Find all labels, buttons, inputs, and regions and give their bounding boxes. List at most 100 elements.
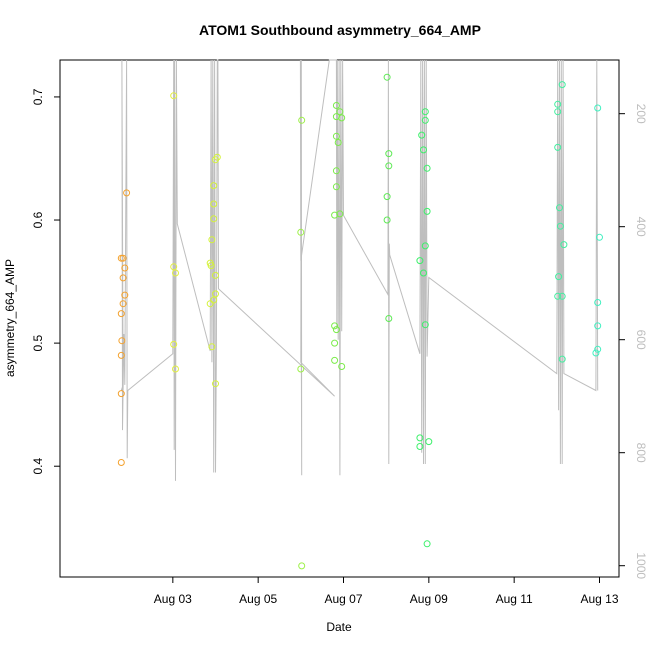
data-point (385, 150, 393, 158)
data-point (117, 459, 125, 466)
data-point (332, 167, 340, 175)
data-point (594, 299, 602, 306)
data-point (207, 262, 215, 270)
data-point (416, 443, 424, 450)
data-point (555, 273, 563, 281)
data-point (119, 254, 127, 262)
data-point (119, 300, 127, 308)
data-point (383, 193, 391, 201)
data-point (420, 146, 427, 154)
line-series (120, 59, 599, 481)
data-point (420, 269, 427, 277)
data-point (172, 269, 179, 277)
data-point (383, 73, 391, 81)
y-tick-label: 0.4 (31, 458, 45, 475)
x-tick-label: Aug 07 (324, 592, 362, 606)
y-tick-label: 0.7 (31, 88, 45, 105)
data-point (210, 200, 218, 208)
x-tick-label: Aug 13 (580, 592, 618, 606)
data-point (297, 228, 305, 236)
data-point (170, 92, 178, 100)
data-point (383, 216, 391, 224)
data-point (212, 290, 219, 298)
y-axis-label: asymmetry_664_AMP (3, 259, 17, 377)
data-point (336, 210, 344, 218)
y2-tick-label: 600 (634, 330, 648, 350)
y-axis: 0.4 0.5 0.6 0.7 (31, 88, 60, 475)
data-point (117, 310, 125, 318)
data-point (338, 114, 346, 122)
data-point (331, 211, 339, 219)
data-point (212, 380, 219, 388)
data-point (332, 102, 340, 109)
data-point (170, 263, 178, 271)
data-point (332, 132, 340, 140)
data-point (421, 108, 429, 116)
y-tick-label: 0.5 (31, 334, 45, 351)
data-point (425, 438, 433, 446)
data-point (210, 215, 218, 223)
data-point (118, 337, 126, 345)
data-point (338, 363, 346, 370)
data-point (119, 274, 127, 282)
y2-tick-label: 800 (634, 443, 648, 463)
x-tick-label: Aug 09 (410, 592, 448, 606)
data-point (554, 100, 562, 108)
data-point (594, 104, 602, 112)
data-point (331, 356, 339, 364)
data-point (421, 242, 429, 250)
data-point (560, 241, 568, 249)
x-tick-label: Aug 03 (154, 592, 192, 606)
data-point (298, 562, 306, 570)
data-point (208, 343, 216, 351)
data-point (334, 139, 342, 146)
data-point (558, 355, 566, 363)
data-point (592, 349, 600, 357)
data-point (121, 291, 129, 299)
data-point (172, 365, 179, 373)
y2-tick-label: 400 (634, 217, 648, 237)
data-point (336, 108, 344, 116)
data-point (594, 345, 602, 353)
data-point (213, 153, 221, 161)
data-point (117, 351, 125, 359)
data-point (121, 264, 129, 272)
secondary-y-axis: 200 400 600 800 1000 (619, 104, 648, 579)
data-point (423, 164, 431, 172)
data-point (170, 340, 178, 348)
x-tick-label: Aug 05 (239, 592, 277, 606)
data-point (123, 189, 131, 197)
data-point (385, 162, 393, 170)
x-axis: Aug 03 Aug 05 Aug 07 Aug 09 Aug 11 Aug 13 (154, 577, 619, 606)
data-point (558, 81, 566, 89)
data-point (554, 143, 562, 151)
data-point (331, 339, 339, 347)
data-point (416, 434, 424, 442)
data-point (554, 108, 562, 116)
data-point (210, 182, 218, 190)
data-point (423, 207, 431, 215)
data-point (385, 315, 393, 322)
x-axis-label: Date (326, 620, 352, 634)
x-tick-label: Aug 11 (496, 592, 533, 606)
data-point (331, 322, 339, 330)
data-point (332, 326, 340, 334)
chart-title: ATOM1 Southbound asymmetry_664_AMP (199, 22, 481, 38)
data-point (297, 365, 305, 373)
data-point (596, 233, 603, 241)
data-point (421, 116, 429, 124)
data-point (421, 321, 429, 329)
data-point (416, 257, 424, 265)
secondary-series-line (120, 59, 599, 481)
data-point (556, 222, 564, 230)
y2-tick-label: 200 (634, 104, 648, 124)
data-point (206, 300, 214, 308)
data-point (332, 183, 340, 191)
data-point (594, 322, 602, 330)
data-point (298, 116, 306, 124)
y-tick-label: 0.6 (31, 211, 45, 228)
data-point (423, 540, 431, 548)
y2-tick-label: 1000 (634, 552, 648, 579)
scatter-points (117, 73, 603, 570)
